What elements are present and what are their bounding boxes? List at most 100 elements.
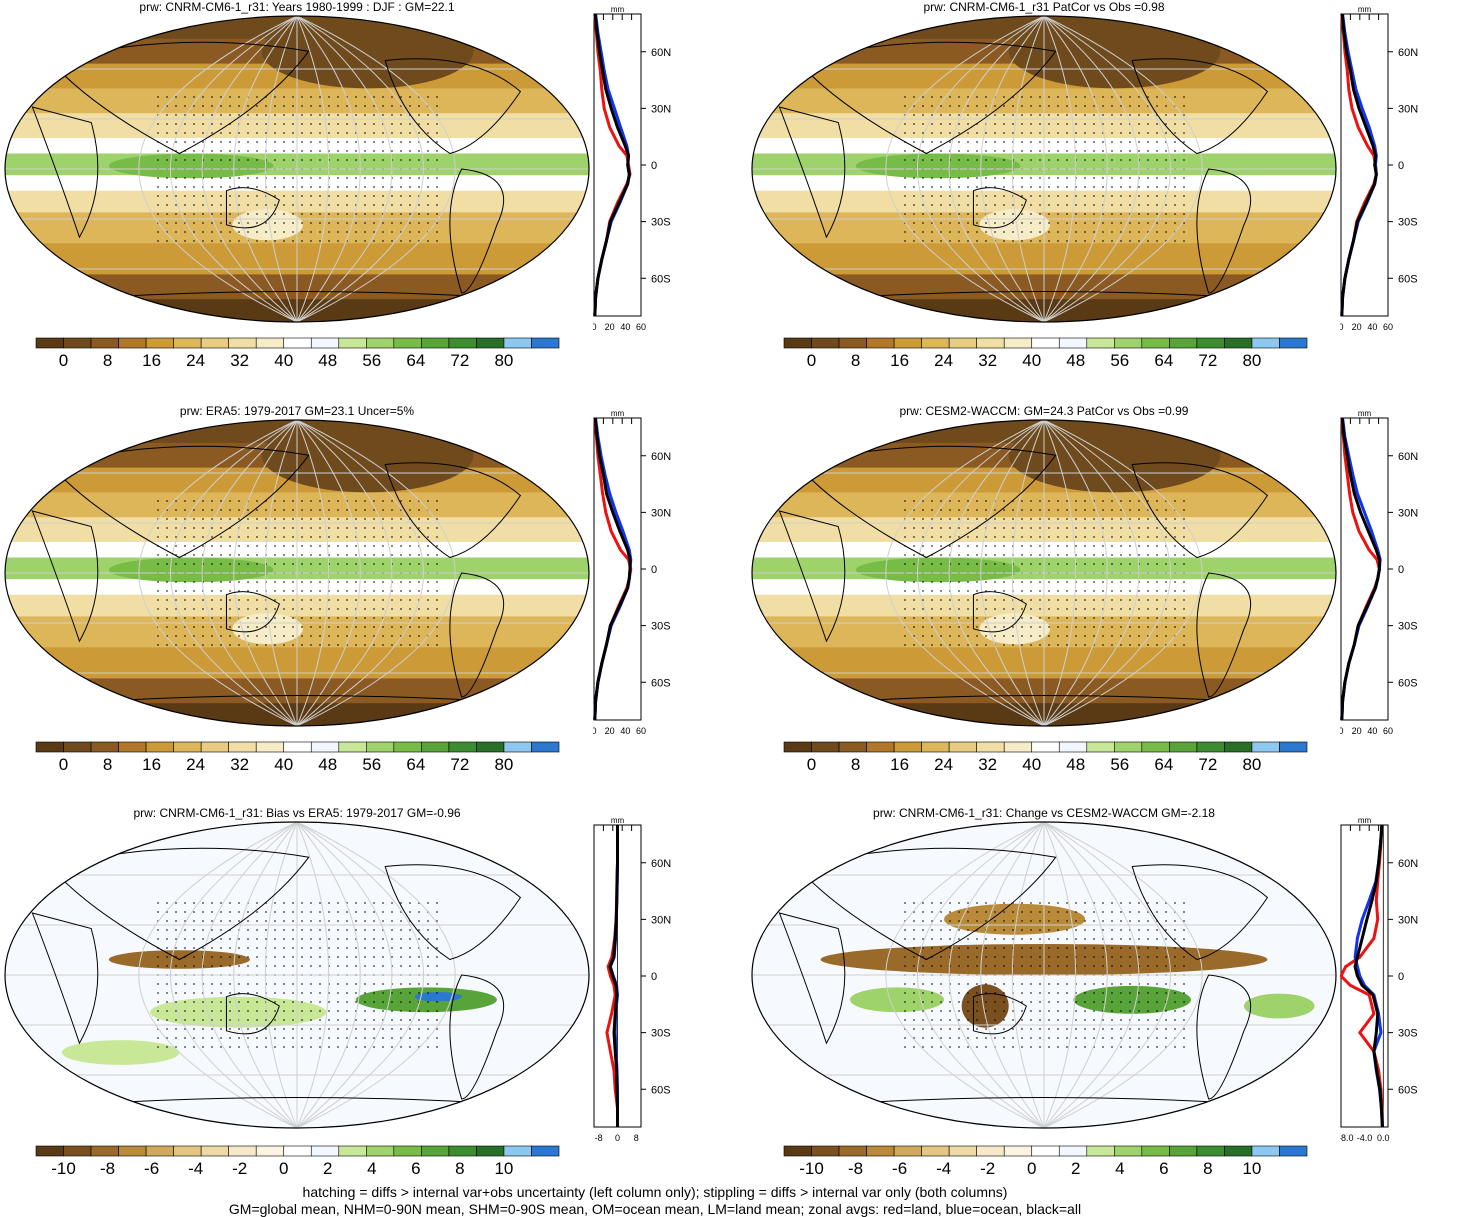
colorbar-tick-label: 40 bbox=[1022, 755, 1042, 774]
zonal-ytick-label: 0 bbox=[651, 971, 657, 983]
zonal-series-all bbox=[593, 13, 631, 317]
zonal-ytick-label: 30N bbox=[651, 914, 671, 926]
colorbar-tick-label: 6 bbox=[411, 1159, 421, 1178]
colorbar-swatch bbox=[503, 337, 532, 349]
zonal-ytick-label: 0 bbox=[1398, 160, 1404, 172]
colorbar-tick-label: 4 bbox=[367, 1159, 377, 1178]
colorbar-swatch bbox=[1003, 741, 1033, 753]
colorbar-tick-label: 32 bbox=[978, 351, 998, 370]
colorbar-tick-label: 8 bbox=[1203, 1159, 1213, 1178]
colorbar-tick-label: 80 bbox=[1242, 755, 1262, 774]
colorbar-swatch bbox=[1279, 337, 1308, 349]
zonal-ytick-label: 60S bbox=[651, 273, 671, 285]
colorbar-swatch bbox=[1141, 741, 1170, 753]
colorbar-tick-label: 8 bbox=[850, 755, 861, 774]
colorbar-swatch bbox=[503, 1145, 532, 1157]
colorbar-swatch bbox=[1003, 1145, 1033, 1157]
zonal-ytick-label: 60N bbox=[1398, 451, 1418, 463]
zonal-ytick-label: 60S bbox=[1398, 1084, 1418, 1096]
colorbar-tick-label: 72 bbox=[1198, 755, 1218, 774]
colorbar-swatch bbox=[145, 1145, 174, 1157]
zonal-unit: mm bbox=[611, 6, 625, 14]
colorbar-swatch bbox=[1114, 741, 1143, 753]
zonal-xtick-label: 40 bbox=[1367, 726, 1377, 736]
zonal-ytick-label: 0 bbox=[651, 564, 657, 576]
colorbar-swatch bbox=[145, 337, 174, 349]
colorbar-swatch bbox=[1169, 337, 1198, 349]
colorbar-swatch bbox=[283, 337, 312, 349]
footer-note-legend: GM=global mean, NHM=0-90N mean, SHM=0-90… bbox=[228, 1201, 1082, 1217]
colorbar-swatch bbox=[1169, 741, 1198, 753]
zonal-ytick-label: 60N bbox=[1398, 47, 1418, 59]
colorbar-tick-label: -6 bbox=[144, 1159, 160, 1178]
colorbar-swatch bbox=[893, 741, 922, 753]
colorbar-tick-label: 8 bbox=[102, 755, 113, 774]
colorbar-swatch bbox=[90, 741, 119, 753]
colorbar-swatch bbox=[476, 1145, 505, 1157]
zonal-xtick-label: 60 bbox=[636, 726, 646, 736]
colorbar-swatch bbox=[1058, 1145, 1088, 1157]
colorbar-tick-label: 48 bbox=[1066, 351, 1086, 370]
colorbar-swatch bbox=[838, 741, 867, 753]
colorbar-tick-label: 64 bbox=[1154, 351, 1174, 370]
colorbar-tick-label: 32 bbox=[230, 755, 250, 774]
colorbar-swatch bbox=[1086, 741, 1115, 753]
colorbar-swatch bbox=[976, 1145, 1005, 1157]
zonal-ytick-label: 30S bbox=[651, 1028, 671, 1040]
colorbar-tick-label: -8 bbox=[100, 1159, 116, 1178]
map-title: prw: CNRM-CM6-1_r31 PatCor vs Obs =0.98 bbox=[923, 0, 1165, 14]
colorbar-swatch bbox=[366, 337, 395, 349]
zonal-xtick-label: 0 bbox=[593, 322, 597, 332]
colorbar-tick-label: 56 bbox=[1110, 351, 1130, 370]
zonal-mean-plot: mm 60N 30N 0 30S 60S 0 20 40 60 bbox=[1340, 6, 1418, 332]
colorbar-swatch bbox=[1141, 1145, 1170, 1157]
zonal-series-all bbox=[1353, 824, 1384, 1128]
colorbar-swatch bbox=[90, 337, 119, 349]
colorbar-swatch bbox=[338, 741, 367, 753]
colorbar-tick-label: 64 bbox=[406, 351, 426, 370]
colorbar bbox=[35, 337, 560, 349]
colorbar-swatch bbox=[1058, 337, 1088, 349]
colorbar-swatch bbox=[866, 337, 895, 349]
colorbar-swatch bbox=[173, 741, 202, 753]
colorbar-swatch bbox=[35, 1145, 64, 1157]
colorbar-swatch bbox=[1086, 337, 1115, 349]
zonal-xtick-label: -8.0 bbox=[1340, 1133, 1353, 1143]
colorbar-swatch bbox=[811, 741, 840, 753]
colorbar-tick-label: 72 bbox=[450, 755, 470, 774]
map-outline bbox=[4, 15, 590, 323]
colorbar-swatch bbox=[448, 1145, 477, 1157]
colorbar-swatch bbox=[448, 741, 477, 753]
colorbar-swatch bbox=[1031, 1145, 1060, 1157]
colorbar-swatch bbox=[1196, 1145, 1225, 1157]
colorbar-tick-label: 10 bbox=[1242, 1159, 1262, 1178]
map-plot bbox=[751, 821, 1337, 1129]
zonal-unit: mm bbox=[1358, 410, 1372, 418]
colorbar-swatch bbox=[63, 741, 92, 753]
colorbar-tick-label: 2 bbox=[323, 1159, 333, 1178]
colorbar-tick-label: 0 bbox=[806, 755, 817, 774]
colorbar-tick-label: 80 bbox=[1242, 351, 1262, 370]
colorbar-swatch bbox=[921, 1145, 950, 1157]
colorbar-tick-label: 8 bbox=[455, 1159, 465, 1178]
zonal-xtick-label: 20 bbox=[1352, 322, 1362, 332]
colorbar-swatch bbox=[421, 1145, 450, 1157]
colorbar-swatch bbox=[476, 337, 505, 349]
colorbar-swatch bbox=[1279, 1145, 1308, 1157]
zonal-unit: mm bbox=[1358, 817, 1372, 825]
colorbar-swatch bbox=[255, 1145, 285, 1157]
colorbar-swatch bbox=[118, 741, 147, 753]
graticule bbox=[5, 16, 589, 322]
map-plot bbox=[751, 15, 1337, 323]
colorbar-swatch bbox=[503, 741, 532, 753]
colorbar-swatch bbox=[1196, 741, 1225, 753]
colorbar-swatch bbox=[393, 337, 422, 349]
zonal-xtick-label: 20 bbox=[605, 726, 615, 736]
colorbar-swatch bbox=[976, 741, 1005, 753]
colorbar-swatch bbox=[228, 337, 257, 349]
zonal-xtick-label: 8 bbox=[634, 1133, 639, 1143]
colorbar bbox=[783, 337, 1308, 349]
colorbar-swatch bbox=[200, 741, 229, 753]
colorbar-tick-label: 40 bbox=[274, 755, 294, 774]
colorbar bbox=[35, 741, 560, 753]
